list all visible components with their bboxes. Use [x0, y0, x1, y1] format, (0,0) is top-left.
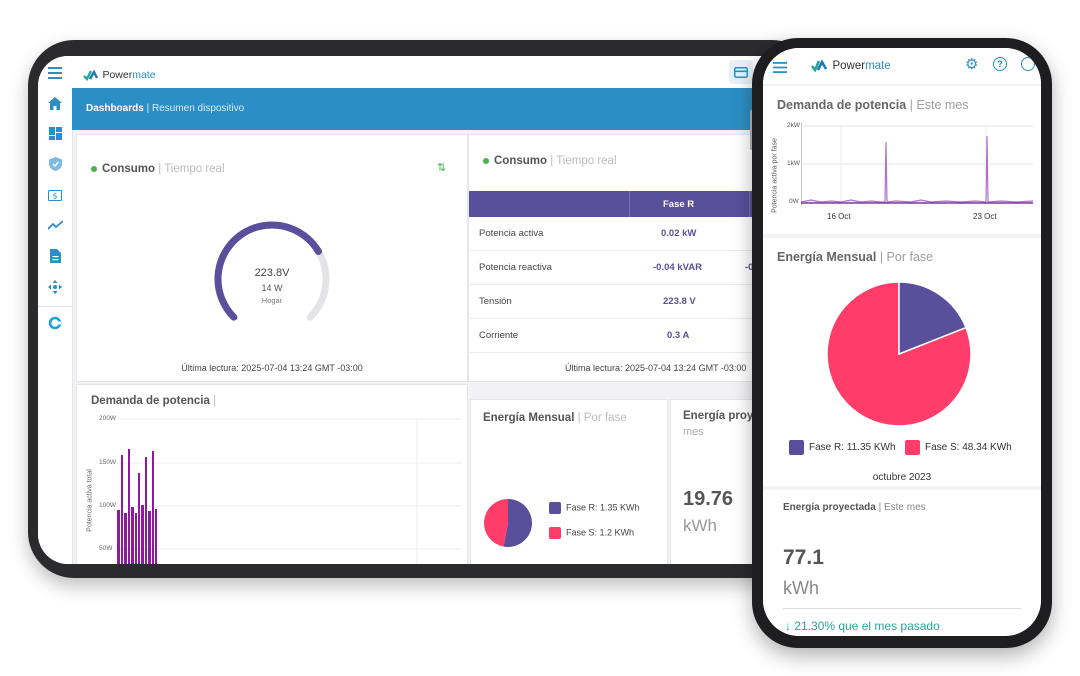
consumo-table-card: Consumo | Tiempo real Fase R Potencia ac… [468, 134, 808, 382]
brand-name-part2: mate [132, 68, 156, 81]
demand-chart [117, 418, 462, 564]
card-title: Energía proyectada | Este mes [783, 502, 926, 513]
demand-card: Demanda de potencia | Potencia activa to… [76, 384, 468, 564]
x-tick: 23 Oct [973, 212, 997, 221]
last-reading: Última lectura: 2025-07-04 13:24 GMT -03… [565, 363, 747, 373]
sidebar: $ [38, 56, 73, 564]
card-title: Energía Mensual | Por fase [777, 250, 934, 264]
phone-device: Powermate ⚙ ? Demanda de potencia | Este… [752, 38, 1052, 648]
projected-unit: kWh [683, 516, 717, 535]
swap-icon[interactable]: ⇅ [437, 162, 447, 174]
logo-icon [83, 69, 99, 81]
phone-top-bar: Powermate ⚙ ? [763, 48, 1041, 84]
y-axis-label: Potencia activa por fase [771, 138, 779, 213]
card-title: Consumo | Tiempo real [483, 155, 617, 167]
card-title: Demanda de potencia | [91, 395, 217, 407]
svg-text:$: $ [52, 191, 57, 200]
table-header: Fase R [469, 191, 808, 217]
phone-projected-energy-card: Energía proyectada | Este mes 77.1 kWh ↓… [763, 490, 1041, 636]
brand-logo[interactable]: Powermate [82, 66, 156, 84]
card-icon [734, 66, 748, 78]
phone-screen: Powermate ⚙ ? Demanda de potencia | Este… [763, 48, 1041, 636]
projected-value: 77.1 [783, 546, 824, 569]
consumo-gauge-card: Consumo | Tiempo real ⇅ 223.8V 14 W Hoga… [76, 134, 468, 382]
status-dot [91, 165, 97, 172]
phone-energy-monthly-card: Energía Mensual | Por fase Fase R: 11.35… [763, 238, 1041, 486]
column-header-fase-r: Fase R [663, 199, 695, 210]
legend-item-fase-r: Fase R: 1.35 KWh [549, 502, 640, 514]
gauge [214, 221, 330, 321]
demand-spikes [117, 449, 157, 564]
document-icon[interactable] [46, 247, 64, 265]
dashboard-icon[interactable] [46, 124, 64, 142]
phone-demand-chart [801, 122, 1033, 206]
y-tick: 200W [99, 415, 116, 422]
top-bar: Powermate [72, 56, 808, 88]
brand-name-part2: mate [865, 59, 891, 72]
x-tick: 16 Oct [827, 212, 851, 221]
menu-icon[interactable] [773, 60, 787, 78]
table-row: Potencia reactiva -0.04 kVAR -0 [469, 251, 808, 285]
tablet-device: $ Powermate [28, 40, 818, 578]
y-tick: 50W [99, 545, 113, 552]
y-axis-label: Potencia activa total [86, 469, 94, 532]
card-title: Consumo | Tiempo real [91, 163, 225, 175]
table-row: Corriente 0.3 A [469, 319, 808, 353]
demand-line [801, 135, 1033, 203]
projected-unit: kWh [783, 578, 819, 598]
billing-icon[interactable]: $ [46, 186, 64, 204]
tablet-pie-chart [484, 499, 533, 547]
legend-item-fase-r: Fase R: 11.35 KWh [789, 440, 896, 455]
card-subtitle: mes [683, 426, 704, 438]
menu-icon[interactable] [46, 64, 64, 82]
breadcrumb-main[interactable]: Dashboards [86, 103, 144, 114]
table-row: Tensión 223.8 V [469, 285, 808, 319]
card-title: Energía proy [683, 410, 754, 422]
legend-item-fase-s: Fase S: 48.34 KWh [905, 440, 1012, 455]
brand-name-part1: Power [102, 68, 133, 81]
breadcrumb: Dashboards | Resumen dispositivo [72, 88, 808, 130]
gauge-device-name: Hogar [261, 296, 283, 305]
brand-logo[interactable]: Powermate [810, 57, 891, 75]
card-title: Energía Mensual | Por fase [483, 412, 627, 424]
arrow-down-icon: ↓ [785, 619, 791, 633]
phone-demand-card: Demanda de potencia | Este mes Potencia … [763, 86, 1041, 234]
energy-monthly-card: Energía Mensual | Por fase Fase R: 1.35 … [470, 399, 668, 564]
comparison-text: ↓ 21.30% que el mes pasado [785, 619, 940, 633]
circle-logo-icon[interactable] [46, 314, 64, 332]
logo-icon [810, 59, 828, 73]
y-tick: 0W [789, 198, 799, 205]
card-title: Demanda de potencia | Este mes [777, 98, 969, 112]
y-tick: 2kW [787, 122, 800, 129]
phone-pie-chart [826, 281, 972, 427]
gauge-value-arc [214, 221, 322, 321]
pie-slice-fase-s [484, 499, 508, 547]
phase-table: Fase R Potencia activa 0.02 kW Potencia r… [469, 191, 808, 353]
brand-name-part1: Power [832, 59, 866, 72]
home-icon[interactable] [46, 94, 64, 112]
month-label: octubre 2023 [872, 472, 932, 483]
status-dot [483, 157, 489, 164]
y-tick: 1kW [787, 160, 800, 167]
breadcrumb-sub: Resumen dispositivo [151, 103, 245, 114]
projected-value: 19.76 [683, 488, 734, 510]
table-row: Potencia activa 0.02 kW [469, 217, 808, 251]
last-reading: Última lectura: 2025-07-04 13:24 GMT -03… [181, 363, 363, 373]
move-icon[interactable] [46, 278, 64, 296]
y-tick: 150W [99, 459, 116, 466]
pie-slice-fase-r [503, 499, 533, 547]
gauge-power: 14 W [261, 283, 283, 293]
pie-slice-fase-r [898, 281, 967, 356]
y-tick: 100W [99, 502, 116, 509]
gear-icon[interactable]: ⚙ [965, 56, 979, 73]
card-view-button[interactable] [729, 60, 753, 84]
user-icon[interactable] [1021, 57, 1035, 71]
trend-icon[interactable] [46, 216, 64, 234]
gauge-voltage: 223.8V [254, 267, 290, 279]
shield-icon[interactable] [46, 155, 64, 173]
help-icon[interactable]: ? [993, 57, 1007, 71]
legend-item-fase-s: Fase S: 1.2 KWh [549, 527, 634, 539]
tablet-screen: $ Powermate [38, 56, 808, 564]
